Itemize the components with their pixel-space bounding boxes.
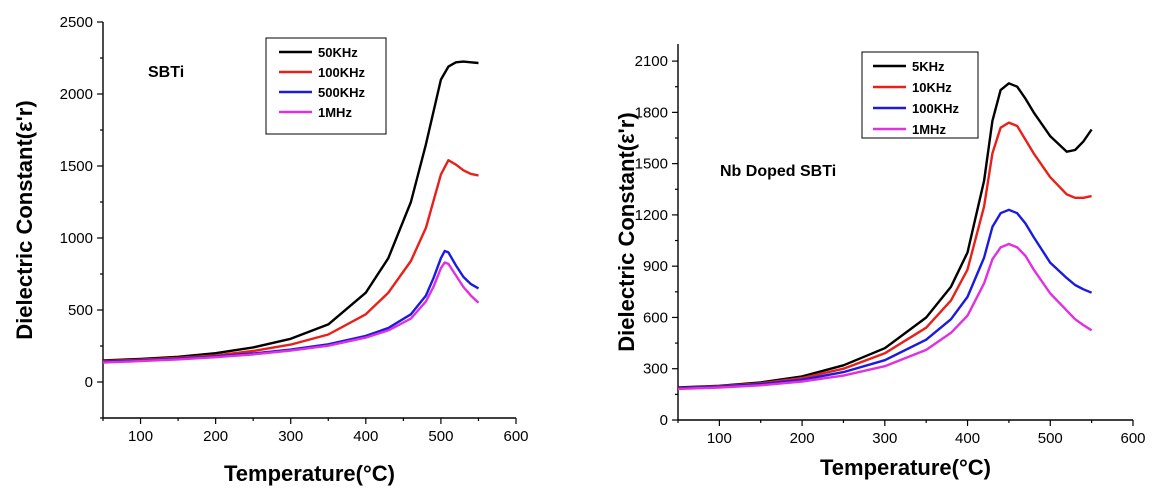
x-tick-label: 300 [872, 430, 897, 447]
legend-label: 1MHz [318, 105, 352, 120]
y-tick-label: 600 [643, 309, 668, 326]
y-tick-label: 1000 [60, 230, 93, 247]
x-tick-label: 600 [1120, 430, 1145, 447]
series-line-1mhz [102, 261, 480, 364]
chart-annotation: SBTi [148, 64, 184, 81]
legend-box [861, 51, 979, 139]
chart-annotation: Nb Doped SBTi [720, 163, 836, 180]
x-tick-label: 200 [790, 430, 815, 447]
y-tick-label: 1500 [60, 158, 93, 175]
x-axis-title: Temperature(°C) [820, 455, 991, 480]
x-tick-label: 100 [707, 430, 732, 447]
series-line-1mhz [677, 242, 1093, 391]
y-tick-label: 1800 [635, 104, 668, 121]
legend-label: 100KHz [318, 65, 365, 80]
legend-label: 50KHz [318, 45, 358, 60]
x-axis-title: Temperature(°C) [224, 461, 395, 486]
y-tick-label: 2100 [635, 53, 668, 70]
x-tick-label: 300 [278, 428, 303, 445]
series-line-100khz [677, 208, 1093, 390]
y-tick-label: 900 [643, 258, 668, 275]
legend-label: 10KHz [912, 80, 952, 95]
y-tick-label: 500 [68, 302, 93, 319]
x-tick-label: 500 [1038, 430, 1063, 447]
chart-2: 100 200 300 400 500 600 0 300 600 900 1200 1500 1800… [614, 44, 1146, 480]
y-axis-title: Dielectric Constant(ε'r) [614, 112, 639, 351]
y-tick-label: 1500 [635, 156, 668, 173]
legend-label: 5KHz [912, 59, 945, 74]
y-tick-label: 2000 [60, 86, 93, 103]
series-line-50khz [102, 60, 479, 362]
series-line-10khz [677, 121, 1092, 390]
x-tick-label: 600 [503, 428, 528, 445]
series-line-5khz [677, 82, 1093, 389]
y-tick-label: 1200 [635, 207, 668, 224]
x-tick-label: 200 [203, 428, 228, 445]
legend-label: 1MHz [912, 122, 946, 137]
y-tick-label: 2500 [60, 14, 93, 31]
legend-label: 100KHz [912, 101, 959, 116]
y-tick-label: 0 [660, 412, 668, 429]
series-line-100khz [102, 159, 479, 363]
y-tick-label: 0 [85, 374, 93, 391]
y-tick-label: 300 [643, 361, 668, 378]
x-tick-label: 400 [353, 428, 378, 445]
chart-1: 100 200 300 400 500 600 0 500 1000 1500 2000 2500 Te… [12, 14, 529, 486]
x-tick-label: 400 [955, 430, 980, 447]
y-axis-title: Dielectric Constant(ε'r) [12, 100, 37, 339]
x-tick-label: 500 [428, 428, 453, 445]
legend-box [265, 37, 387, 135]
x-tick-label: 100 [128, 428, 153, 445]
legend-label: 500KHz [318, 85, 365, 100]
